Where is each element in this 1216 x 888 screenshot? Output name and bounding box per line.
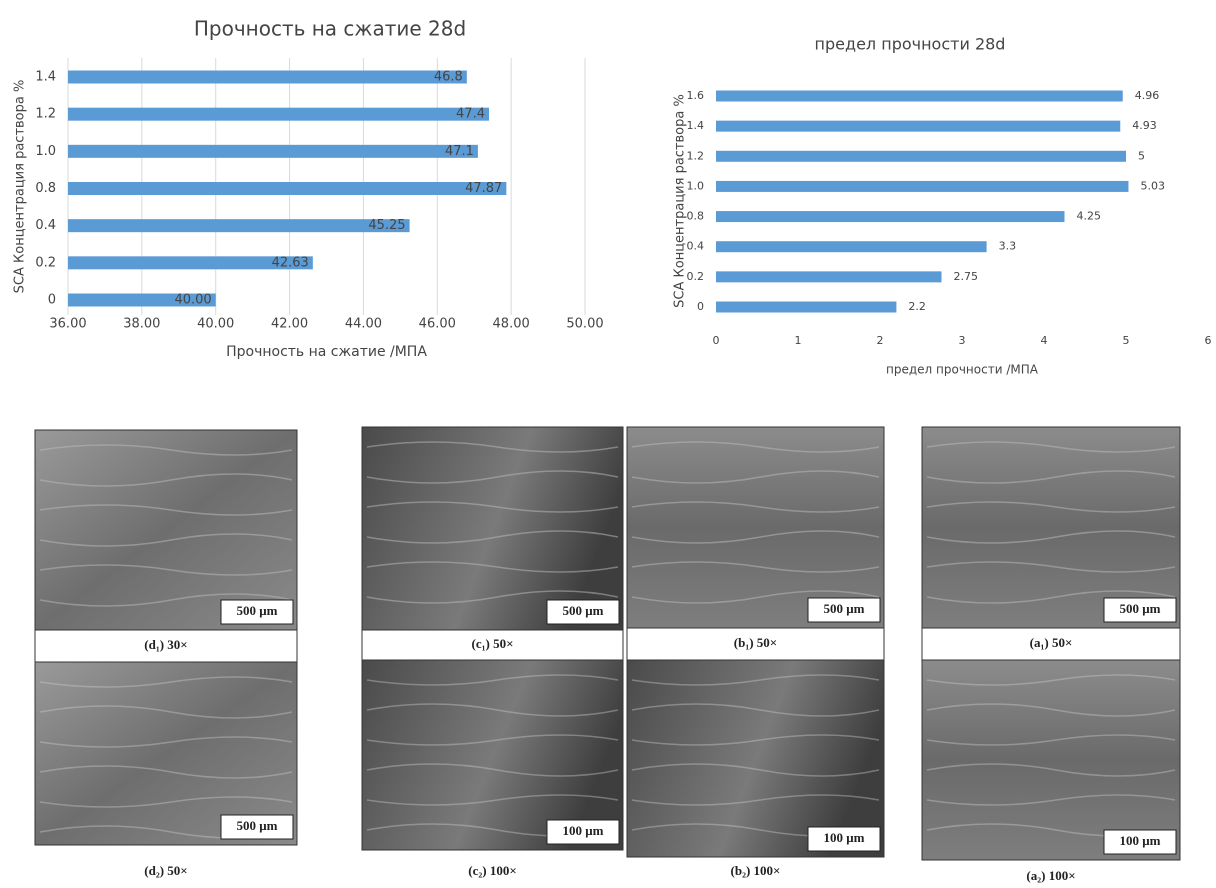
bar <box>68 71 467 84</box>
panel-caption: (b₂) 100× <box>731 863 781 878</box>
bar <box>68 145 478 158</box>
x-tick-label: 50.00 <box>566 317 603 332</box>
figure: Прочность на сжатие 28d SCA Концентрация … <box>0 0 1216 888</box>
y-tick-label: 0.4 <box>35 218 56 233</box>
x-tick-label: 5 <box>1123 334 1130 347</box>
data-label: 40.00 <box>174 293 211 308</box>
y-tick-label: 1.2 <box>687 149 705 162</box>
chart-title: Прочность на сжатие 28d <box>194 17 466 41</box>
panel-caption: (c₂) 100× <box>468 863 516 878</box>
x-tick-label: 40.00 <box>197 317 234 332</box>
scale-bar-label: 100 μm <box>824 830 865 845</box>
x-axis-label: Прочность на сжатие /МПА <box>226 344 427 360</box>
data-label: 45.25 <box>368 218 405 233</box>
data-label: 2.75 <box>954 270 979 283</box>
y-tick-label: 1.2 <box>35 107 56 122</box>
panel-caption: (b₁) 50× <box>734 635 777 650</box>
x-tick-label: 38.00 <box>123 317 160 332</box>
y-tick-label: 0 <box>48 293 56 308</box>
scale-bar-label: 100 μm <box>563 823 604 838</box>
data-label: 4.96 <box>1135 89 1160 102</box>
y-tick-label: 1.0 <box>687 179 705 192</box>
y-tick-label: 1.0 <box>35 144 56 159</box>
y-tick-label: 1.6 <box>687 89 705 102</box>
panel-caption: (d₂) 50× <box>144 863 187 878</box>
y-tick-label: 0.4 <box>687 240 705 253</box>
bar <box>716 241 987 252</box>
data-label: 2.2 <box>908 300 926 313</box>
scale-bar-label: 500 μm <box>824 601 865 616</box>
data-label: 47.4 <box>456 107 485 122</box>
x-tick-label: 36.00 <box>49 317 86 332</box>
bar <box>716 271 942 282</box>
x-tick-label: 44.00 <box>345 317 382 332</box>
panel-caption: (c₁) 50× <box>472 636 514 651</box>
scale-bar-label: 500 μm <box>1120 601 1161 616</box>
y-tick-label: 0 <box>697 300 704 313</box>
panel-caption: (a₂) 100× <box>1026 868 1075 883</box>
x-tick-label: 6 <box>1205 334 1212 347</box>
data-label: 3.3 <box>999 240 1017 253</box>
panel-caption: (a₁) 50× <box>1030 635 1073 650</box>
scale-bar-label: 500 μm <box>563 603 604 618</box>
data-label: 5 <box>1138 149 1145 162</box>
panel-caption: (d₁) 30× <box>144 637 187 652</box>
bar <box>68 108 489 121</box>
y-axis-label: SCA Концентрация раствора % <box>13 80 28 294</box>
y-tick-label: 1.4 <box>687 119 705 132</box>
x-tick-label: 2 <box>877 334 884 347</box>
data-label: 4.25 <box>1077 210 1102 223</box>
chart-title: предел прочности 28d <box>815 35 1006 54</box>
data-label: 47.1 <box>445 144 474 159</box>
scale-bar-label: 100 μm <box>1120 833 1161 848</box>
data-label: 5.03 <box>1140 179 1165 192</box>
data-label: 47.87 <box>465 181 502 196</box>
x-tick-label: 0 <box>713 334 720 347</box>
y-tick-label: 0.8 <box>687 210 705 223</box>
bar <box>716 211 1065 222</box>
bar <box>68 182 506 195</box>
x-tick-label: 4 <box>1041 334 1048 347</box>
x-axis-label: предел прочности /МПА <box>886 363 1039 377</box>
y-tick-label: 0.8 <box>35 181 56 196</box>
data-label: 4.93 <box>1132 119 1157 132</box>
scale-bar-label: 500 μm <box>237 603 278 618</box>
y-tick-label: 1.4 <box>35 70 56 85</box>
y-tick-label: 0.2 <box>687 270 705 283</box>
bar <box>716 151 1126 162</box>
x-tick-label: 42.00 <box>271 317 308 332</box>
x-tick-label: 48.00 <box>493 317 530 332</box>
bar <box>716 302 896 313</box>
y-tick-label: 0.2 <box>35 255 56 270</box>
bar <box>716 181 1128 192</box>
x-tick-label: 3 <box>959 334 966 347</box>
y-axis-label: SCA Концентрация раствора % <box>673 94 688 308</box>
data-label: 42.63 <box>272 255 309 270</box>
data-label: 46.8 <box>434 70 463 85</box>
bar <box>716 91 1123 102</box>
x-tick-label: 1 <box>795 334 802 347</box>
bar <box>68 219 410 232</box>
scale-bar-label: 500 μm <box>237 818 278 833</box>
bar <box>716 121 1120 132</box>
x-tick-label: 46.00 <box>419 317 456 332</box>
